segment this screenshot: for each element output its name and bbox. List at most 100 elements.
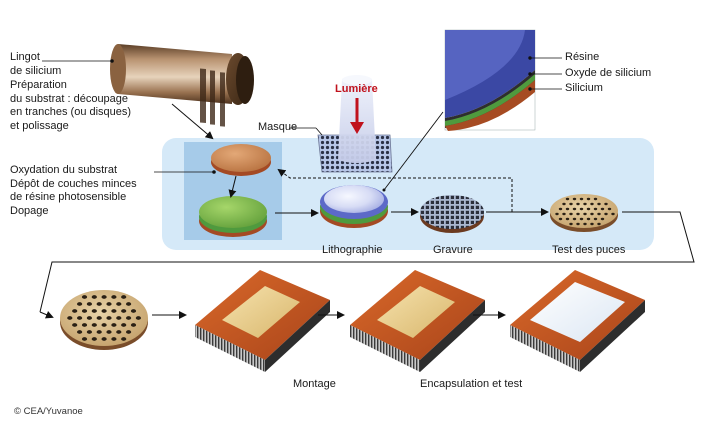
etched-wafer	[420, 195, 484, 233]
die-dot	[562, 212, 566, 216]
die-dot	[106, 316, 112, 320]
die-dot	[600, 217, 605, 221]
die-dot	[586, 197, 591, 201]
die-dot	[558, 217, 563, 221]
diced-wafer	[60, 290, 148, 350]
die-dot	[111, 295, 117, 299]
die-dot	[597, 202, 601, 206]
label-credit: © CEA/Yuvanoe	[14, 406, 83, 417]
die-dot	[593, 207, 598, 211]
die-dot	[555, 212, 559, 216]
layer-stack-inset	[444, 29, 536, 131]
die-dot	[586, 217, 591, 221]
label-montage: Montage	[293, 378, 336, 390]
die-dot	[91, 309, 97, 313]
die-dot	[106, 330, 112, 334]
die-dot	[586, 207, 591, 211]
die-dot	[116, 316, 122, 320]
die-dot	[569, 212, 573, 216]
die-dot	[572, 207, 577, 211]
die-dot	[572, 197, 577, 201]
die-dot	[576, 202, 580, 206]
die-dot	[81, 337, 88, 341]
die-dot	[135, 316, 141, 320]
die-dot	[121, 309, 127, 313]
die-dot	[597, 212, 601, 216]
die-dot	[81, 323, 88, 327]
die-dot	[593, 197, 598, 201]
die-dot	[569, 222, 573, 226]
process-panel	[162, 138, 654, 250]
label-lithographie: Lithographie	[322, 244, 383, 256]
die-dot	[590, 212, 594, 216]
die-dot	[579, 217, 584, 221]
die-dot	[86, 330, 92, 334]
label-lingot: Lingot de silicium	[10, 51, 62, 77]
process-arrows-top	[39, 103, 695, 319]
die-dot	[121, 337, 127, 341]
die-dot	[126, 316, 132, 320]
die-dot	[111, 337, 117, 341]
die-dot	[116, 330, 122, 334]
die-dot	[130, 309, 137, 313]
die-dot	[101, 309, 107, 313]
die-dot	[565, 207, 570, 211]
die-dot	[72, 309, 78, 313]
die-dot	[91, 323, 97, 327]
die-dot	[67, 316, 73, 320]
die-dot	[565, 197, 570, 201]
die-dot	[604, 202, 608, 206]
silicon-ingot	[110, 44, 254, 127]
die-dot	[593, 217, 598, 221]
label-encapsulation: Encapsulation et test	[420, 378, 523, 390]
die-dot	[96, 302, 102, 306]
chip-montage-1	[195, 270, 330, 372]
tested-wafer	[550, 194, 618, 232]
die-dot	[576, 212, 580, 216]
die-dot	[86, 316, 92, 320]
inset-pointer	[383, 111, 444, 191]
die-dot	[81, 295, 88, 299]
die-dot	[558, 207, 563, 211]
label-test-puces: Test des puces	[552, 244, 626, 256]
die-dot	[101, 337, 107, 341]
die-dot	[562, 202, 566, 206]
die-dot	[96, 330, 102, 334]
label-oxyde: Oxyde de silicium	[565, 67, 652, 79]
die-dot	[130, 323, 137, 327]
die-dot	[121, 323, 127, 327]
die-dot	[96, 316, 102, 320]
die-dot	[111, 323, 117, 327]
label-silicium: Silicium	[565, 82, 603, 94]
die-dot	[565, 217, 570, 221]
die-dot	[579, 207, 584, 211]
label-oxydation: Oxydation du substrat Dépôt de couches mi…	[10, 164, 137, 217]
copper-wafer	[211, 144, 271, 176]
die-dot	[126, 330, 132, 334]
die-dot	[111, 309, 117, 313]
label-lumiere: Lumière	[335, 83, 378, 95]
label-resine: Résine	[565, 51, 600, 63]
die-dot	[91, 295, 97, 299]
lithography-wafer	[320, 185, 388, 228]
label-preparation: Préparation du substrat : découpage en tra…	[10, 79, 132, 132]
die-dot	[604, 212, 608, 216]
die-dot	[77, 330, 83, 334]
label-masque: Masque	[258, 121, 298, 133]
die-dot	[597, 222, 601, 226]
die-dot	[101, 323, 107, 327]
die-dot	[91, 337, 97, 341]
die-dot	[72, 323, 78, 327]
left-leaders	[42, 59, 323, 174]
light-arrow	[350, 98, 364, 134]
die-dot	[77, 316, 83, 320]
die-dot	[81, 309, 88, 313]
die-dot	[583, 212, 587, 216]
layer-leaders	[528, 56, 562, 91]
chip-encapsulated	[510, 270, 645, 372]
die-dot	[572, 217, 577, 221]
die-dot	[106, 302, 112, 306]
die-dot	[583, 202, 587, 206]
die-dot	[600, 207, 605, 211]
